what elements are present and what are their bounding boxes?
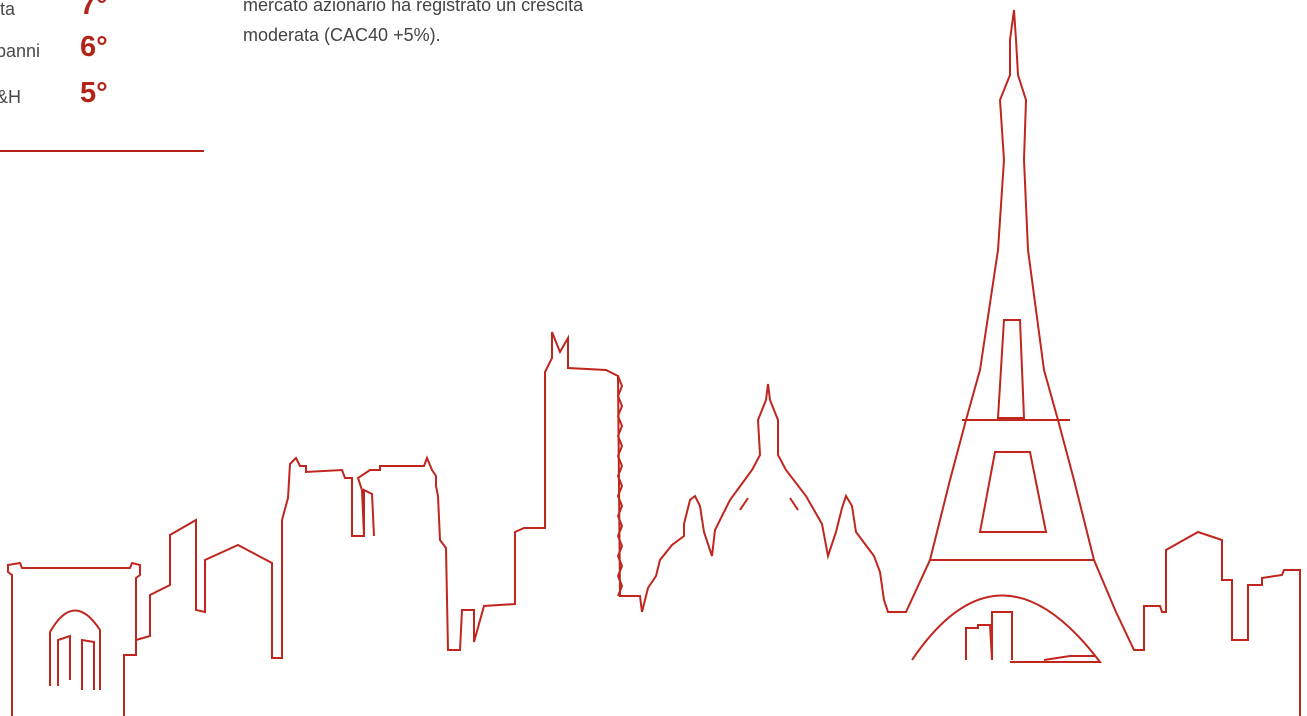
ranking-row: ita 7°: [0, 0, 204, 24]
arc-de-triomphe-outline: [7, 561, 141, 716]
ranking-divider: [0, 150, 204, 152]
arc-inner-outline: [49, 609, 101, 690]
ranking-row: panni 6°: [0, 26, 204, 66]
ranking-value: 6°: [80, 31, 108, 63]
ranking-value: 5°: [80, 77, 108, 109]
eiffel-arch-outline: [911, 594, 1103, 663]
ranking-label: ita: [0, 0, 16, 19]
ranking-value: 7°: [80, 0, 108, 21]
ranking-row: &H 5°: [0, 72, 204, 112]
body-line: moderata (CAC40 +5%).: [243, 25, 441, 45]
body-line: mercato azionario ha registrato un cresc…: [243, 0, 584, 15]
body-paragraph: mercato azionario ha registrato un cresc…: [243, 0, 723, 50]
ranking-label: &H: [0, 87, 22, 107]
notre-dame-outline: [281, 331, 643, 651]
ranking-label: panni: [0, 41, 41, 61]
sacre-coeur-outline: [641, 9, 1301, 716]
